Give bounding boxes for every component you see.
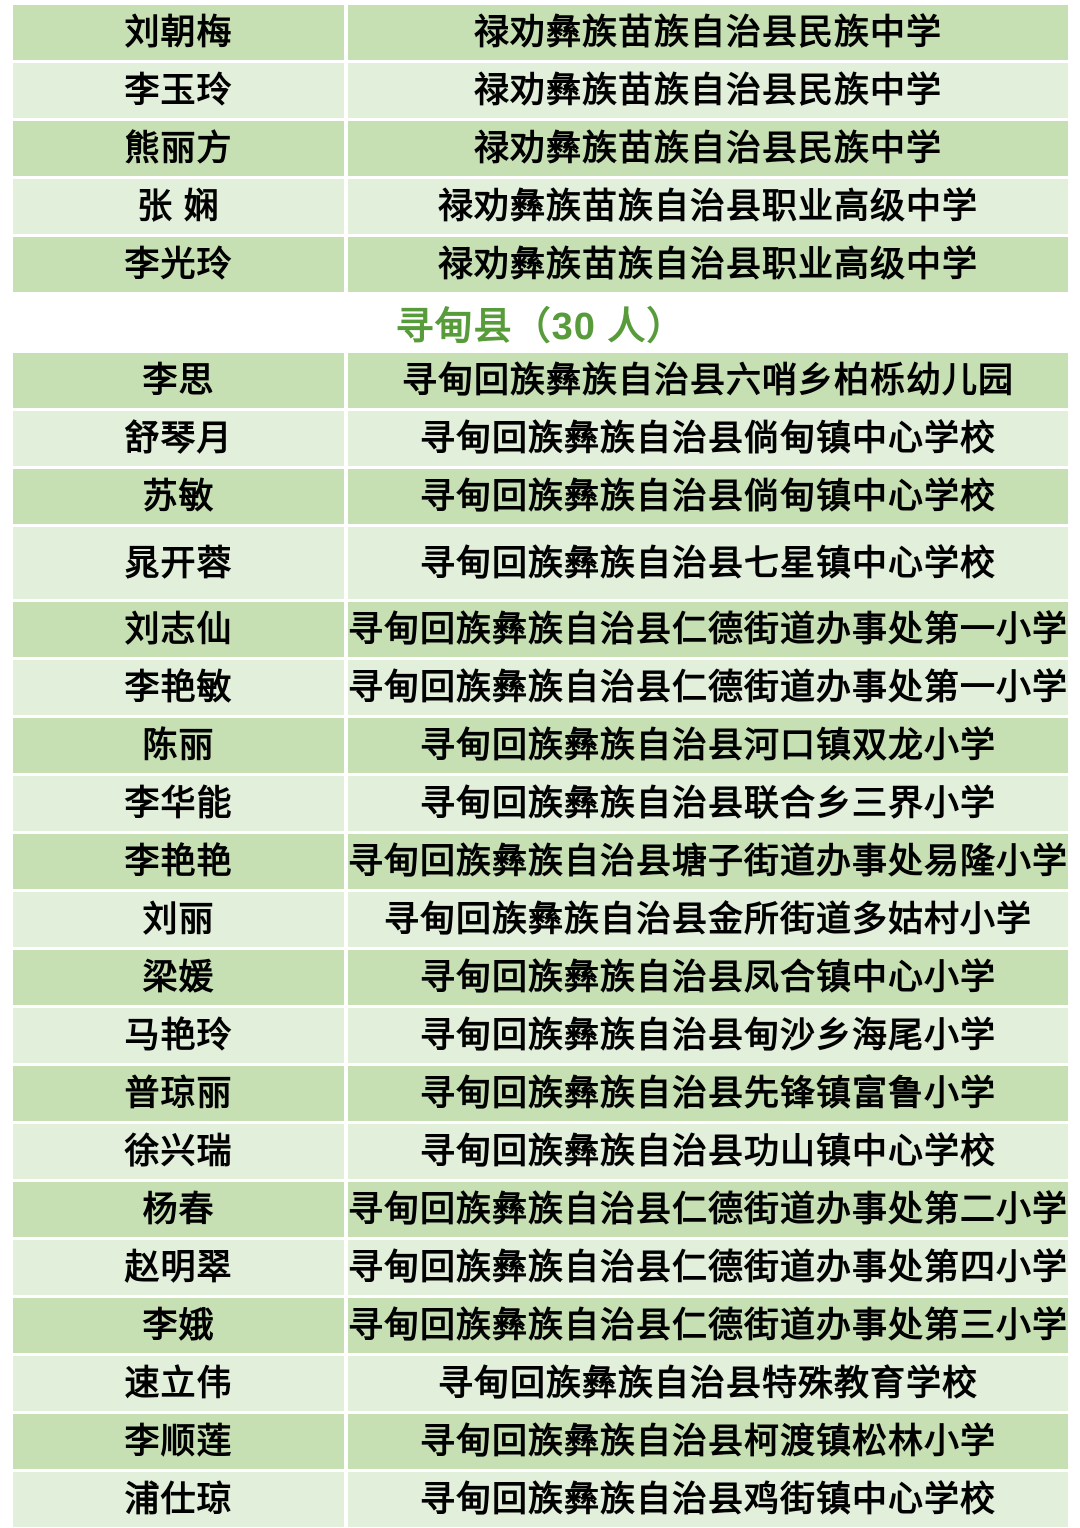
school-name-cell: 寻甸回族彝族自治县仁德街道办事处第三小学 bbox=[348, 1298, 1068, 1353]
school-name-cell: 寻甸回族彝族自治县甸沙乡海尾小学 bbox=[348, 1008, 1068, 1063]
teacher-name-cell: 梁媛 bbox=[13, 950, 344, 1005]
table-row: 苏敏 寻甸回族彝族自治县倘甸镇中心学校 bbox=[13, 469, 1068, 524]
teacher-name-cell: 刘朝梅 bbox=[13, 5, 344, 60]
teacher-name-cell: 速立伟 bbox=[13, 1356, 344, 1411]
teacher-name-cell: 苏敏 bbox=[13, 469, 344, 524]
table-row: 刘朝梅 禄劝彝族苗族自治县民族中学 bbox=[13, 5, 1068, 60]
table-row: 李艳艳 寻甸回族彝族自治县塘子街道办事处易隆小学 bbox=[13, 834, 1068, 889]
table-row: 张 娴禄劝彝族苗族自治县职业高级中学 bbox=[13, 179, 1068, 234]
teacher-name-cell: 李思 bbox=[13, 353, 344, 408]
table-row: 徐兴瑞 寻甸回族彝族自治县功山镇中心学校 bbox=[13, 1124, 1068, 1179]
table-row: 杨春 寻甸回族彝族自治县仁德街道办事处第二小学 bbox=[13, 1182, 1068, 1237]
teacher-roster-table: 刘朝梅 禄劝彝族苗族自治县民族中学 李玉玲 禄劝彝族苗族自治县民族中学 熊丽方 禄劝彝族苗… bbox=[13, 5, 1068, 1527]
table-row: 浦仕琼 寻甸回族彝族自治县鸡街镇中心学校 bbox=[13, 1472, 1068, 1527]
teacher-name-cell: 张 娴 bbox=[13, 179, 344, 234]
teacher-name-cell: 刘志仙 bbox=[13, 602, 344, 657]
teacher-name-cell: 李艳艳 bbox=[13, 834, 344, 889]
table-row: 刘志仙 寻甸回族彝族自治县仁德街道办事处第一小学 bbox=[13, 602, 1068, 657]
teacher-name-cell: 熊丽方 bbox=[13, 121, 344, 176]
school-name-cell: 寻甸回族彝族自治县河口镇双龙小学 bbox=[348, 718, 1068, 773]
school-name-cell: 寻甸回族彝族自治县仁德街道办事处第一小学 bbox=[348, 660, 1068, 715]
table-row: 晁开蓉 寻甸回族彝族自治县七星镇中心学校 bbox=[13, 527, 1068, 599]
school-name-cell: 寻甸回族彝族自治县仁德街道办事处第二小学 bbox=[348, 1182, 1068, 1237]
teacher-name-cell: 浦仕琼 bbox=[13, 1472, 344, 1527]
teacher-name-cell: 李艳敏 bbox=[13, 660, 344, 715]
table-row: 李玉玲 禄劝彝族苗族自治县民族中学 bbox=[13, 63, 1068, 118]
school-name-cell: 寻甸回族彝族自治县功山镇中心学校 bbox=[348, 1124, 1068, 1179]
teacher-name-cell: 李娥 bbox=[13, 1298, 344, 1353]
school-name-cell: 寻甸回族彝族自治县仁德街道办事处第一小学 bbox=[348, 602, 1068, 657]
table-row: 李光玲 禄劝彝族苗族自治县职业高级中学 bbox=[13, 237, 1068, 292]
teacher-name-cell: 徐兴瑞 bbox=[13, 1124, 344, 1179]
table-row: 速立伟 寻甸回族彝族自治县特殊教育学校 bbox=[13, 1356, 1068, 1411]
school-name-cell: 寻甸回族彝族自治县七星镇中心学校 bbox=[348, 527, 1068, 599]
table-row: 李艳敏 寻甸回族彝族自治县仁德街道办事处第一小学 bbox=[13, 660, 1068, 715]
table-row: 普琼丽 寻甸回族彝族自治县先锋镇富鲁小学 bbox=[13, 1066, 1068, 1121]
school-name-cell: 寻甸回族彝族自治县先锋镇富鲁小学 bbox=[348, 1066, 1068, 1121]
school-name-cell: 寻甸回族彝族自治县六哨乡柏栎幼儿园 bbox=[348, 353, 1068, 408]
teacher-name-cell: 李华能 bbox=[13, 776, 344, 831]
school-name-cell: 禄劝彝族苗族自治县民族中学 bbox=[348, 121, 1068, 176]
school-name-cell: 寻甸回族彝族自治县鸡街镇中心学校 bbox=[348, 1472, 1068, 1527]
school-name-cell: 寻甸回族彝族自治县柯渡镇松林小学 bbox=[348, 1414, 1068, 1469]
table-row: 陈丽 寻甸回族彝族自治县河口镇双龙小学 bbox=[13, 718, 1068, 773]
school-name-cell: 寻甸回族彝族自治县仁德街道办事处第四小学 bbox=[348, 1240, 1068, 1295]
school-name-cell: 禄劝彝族苗族自治县职业高级中学 bbox=[348, 179, 1068, 234]
school-name-cell: 寻甸回族彝族自治县特殊教育学校 bbox=[348, 1356, 1068, 1411]
school-name-cell: 禄劝彝族苗族自治县职业高级中学 bbox=[348, 237, 1068, 292]
teacher-name-cell: 陈丽 bbox=[13, 718, 344, 773]
teacher-name-cell: 普琼丽 bbox=[13, 1066, 344, 1121]
table-row: 李顺莲 寻甸回族彝族自治县柯渡镇松林小学 bbox=[13, 1414, 1068, 1469]
teacher-name-cell: 李光玲 bbox=[13, 237, 344, 292]
table-row: 赵明翠 寻甸回族彝族自治县仁德街道办事处第四小学 bbox=[13, 1240, 1068, 1295]
school-name-cell: 寻甸回族彝族自治县金所街道多姑村小学 bbox=[348, 892, 1068, 947]
table-row: 马艳玲 寻甸回族彝族自治县甸沙乡海尾小学 bbox=[13, 1008, 1068, 1063]
school-name-cell: 禄劝彝族苗族自治县民族中学 bbox=[348, 63, 1068, 118]
teacher-name-cell: 刘丽 bbox=[13, 892, 344, 947]
table-row: 梁媛 寻甸回族彝族自治县凤合镇中心小学 bbox=[13, 950, 1068, 1005]
school-name-cell: 寻甸回族彝族自治县倘甸镇中心学校 bbox=[348, 411, 1068, 466]
county-section-header: 寻甸县（30 人） bbox=[13, 295, 1068, 350]
teacher-name-cell: 舒琴月 bbox=[13, 411, 344, 466]
school-name-cell: 寻甸回族彝族自治县联合乡三界小学 bbox=[348, 776, 1068, 831]
school-name-cell: 寻甸回族彝族自治县倘甸镇中心学校 bbox=[348, 469, 1068, 524]
teacher-name-cell: 马艳玲 bbox=[13, 1008, 344, 1063]
table-row: 李华能 寻甸回族彝族自治县联合乡三界小学 bbox=[13, 776, 1068, 831]
table-row: 李思 寻甸回族彝族自治县六哨乡柏栎幼儿园 bbox=[13, 353, 1068, 408]
teacher-name-cell: 晁开蓉 bbox=[13, 527, 344, 599]
table-row: 舒琴月 寻甸回族彝族自治县倘甸镇中心学校 bbox=[13, 411, 1068, 466]
school-name-cell: 禄劝彝族苗族自治县民族中学 bbox=[348, 5, 1068, 60]
teacher-name-cell: 杨春 bbox=[13, 1182, 344, 1237]
teacher-name-cell: 李顺莲 bbox=[13, 1414, 344, 1469]
table-row: 刘丽 寻甸回族彝族自治县金所街道多姑村小学 bbox=[13, 892, 1068, 947]
table-row: 李娥 寻甸回族彝族自治县仁德街道办事处第三小学 bbox=[13, 1298, 1068, 1353]
teacher-name-cell: 赵明翠 bbox=[13, 1240, 344, 1295]
table-row: 熊丽方 禄劝彝族苗族自治县民族中学 bbox=[13, 121, 1068, 176]
school-name-cell: 寻甸回族彝族自治县凤合镇中心小学 bbox=[348, 950, 1068, 1005]
teacher-name-cell: 李玉玲 bbox=[13, 63, 344, 118]
school-name-cell: 寻甸回族彝族自治县塘子街道办事处易隆小学 bbox=[348, 834, 1068, 889]
